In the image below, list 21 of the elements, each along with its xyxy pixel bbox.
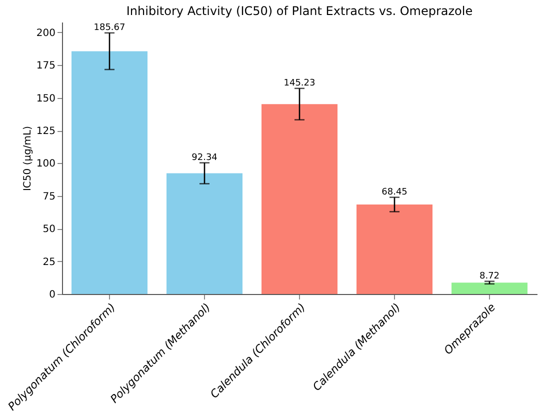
data-label: 145.23 <box>284 78 316 88</box>
data-label: 185.67 <box>94 22 126 33</box>
y-tick-label: 50 <box>42 224 56 236</box>
chart-title: Inhibitory Activity (IC50) of Plant Extracts vs. Omeprazole <box>126 4 473 18</box>
data-label: 8.72 <box>479 271 500 282</box>
y-tick-label: 175 <box>36 60 56 72</box>
bar <box>72 51 148 294</box>
y-tick-label: 100 <box>36 158 56 170</box>
bar <box>262 104 338 294</box>
bar <box>452 282 528 294</box>
bar <box>356 204 432 294</box>
y-tick-label: 25 <box>42 256 56 268</box>
data-label: 68.45 <box>382 187 408 198</box>
y-tick-label: 150 <box>36 93 56 104</box>
y-tick-label: 0 <box>49 290 56 300</box>
data-label: 92.34 <box>192 152 218 163</box>
bar <box>166 173 242 294</box>
y-tick-label: 75 <box>42 191 56 202</box>
y-axis-title: IC50 (µg/mL) <box>22 126 34 192</box>
y-tick-label: 125 <box>36 126 56 138</box>
y-tick-label: 200 <box>36 28 56 39</box>
